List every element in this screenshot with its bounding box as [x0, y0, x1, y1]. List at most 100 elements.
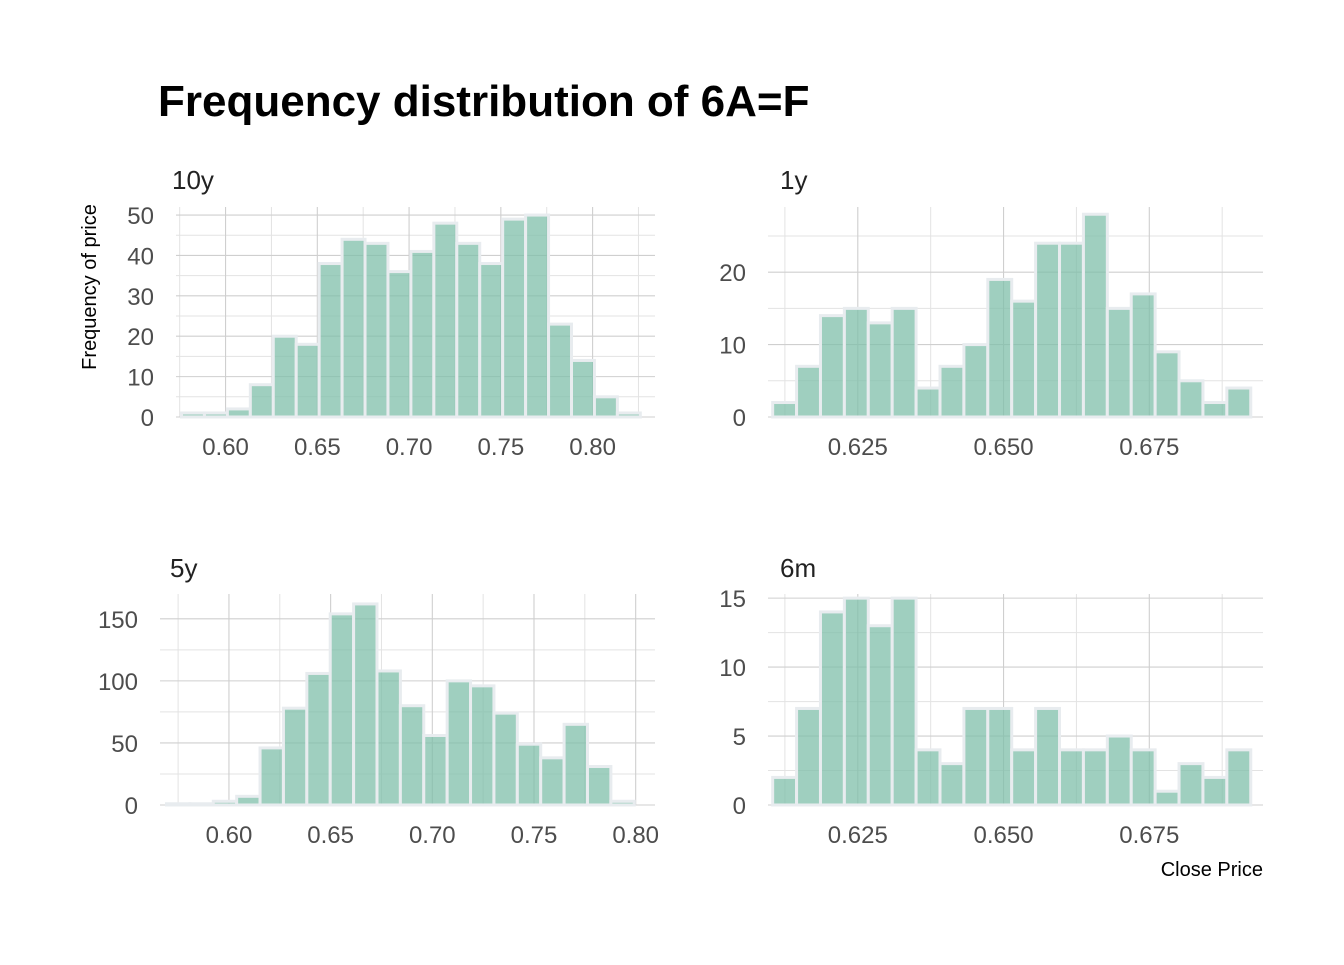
y-tick-label: 0: [733, 793, 746, 820]
panel-title: 5y: [170, 553, 197, 583]
histogram-bar: [866, 624, 894, 807]
histogram-bar: [328, 612, 356, 807]
histogram-bar: [795, 364, 822, 419]
y-tick-label: 0: [125, 793, 138, 820]
histogram-bar: [317, 262, 344, 419]
histogram-bar: [986, 277, 1014, 419]
x-tick-label: 0.675: [1119, 434, 1179, 461]
histogram-bar: [1201, 775, 1229, 807]
y-tick-label: 10: [127, 365, 154, 392]
histogram-bar: [305, 671, 332, 807]
histogram-bar: [771, 401, 799, 419]
histogram-bar: [842, 306, 870, 419]
y-tick-label: 150: [98, 607, 138, 634]
x-tick-label: 0.650: [974, 434, 1034, 461]
histogram-bar: [938, 762, 966, 807]
histogram-bar: [352, 602, 379, 807]
histogram-bar: [271, 334, 298, 419]
histogram-bar: [615, 411, 642, 419]
y-tick-label: 20: [127, 324, 154, 351]
histogram-bar: [180, 411, 206, 419]
histogram-bar: [1034, 706, 1062, 807]
x-tick-label: 0.60: [202, 434, 249, 461]
histogram-bar: [592, 395, 619, 419]
y-tick-label: 10: [719, 655, 746, 682]
histogram-bar: [1129, 292, 1157, 419]
histogram-bar: [294, 342, 321, 419]
histogram-bar: [1058, 748, 1085, 807]
histogram-bar: [1034, 241, 1062, 419]
histogram-bar: [1177, 762, 1205, 807]
panel-title: 6m: [780, 553, 816, 583]
histogram-bar: [818, 610, 846, 807]
histogram-bar: [795, 706, 822, 807]
histogram-bar: [1201, 401, 1229, 419]
y-tick-label: 50: [111, 731, 138, 758]
histogram-bar: [1153, 789, 1181, 807]
histogram-bar: [842, 596, 870, 807]
histogram-bar: [235, 794, 262, 807]
histogram-bar: [1081, 212, 1109, 419]
histogram-bar: [432, 221, 459, 419]
histogram-bar: [1058, 241, 1085, 419]
y-tick-label: 50: [127, 203, 154, 230]
x-tick-label: 0.625: [828, 822, 888, 849]
chart-title: Frequency distribution of 6A=F: [158, 77, 810, 126]
panel-10y: 0.60 0.65 0.70 0.75 0.80 0 10 20 30 40 50 10y: [127, 165, 655, 461]
x-tick-label: 0.625: [828, 434, 888, 461]
y-tick-label: 30: [127, 284, 154, 311]
histogram-bar: [445, 679, 473, 807]
x-tick-label: 0.70: [409, 822, 456, 849]
histogram-bar: [409, 249, 436, 419]
histogram-bar: [962, 343, 990, 419]
histogram-bar: [1225, 386, 1253, 419]
histogram-bar: [1225, 748, 1253, 807]
panel-title: 1y: [780, 165, 807, 195]
histogram-bar: [569, 358, 596, 419]
y-tick-label: 15: [719, 586, 746, 613]
histogram-bar: [890, 596, 918, 807]
histogram-bar: [866, 321, 894, 419]
histogram-bar: [455, 241, 482, 419]
histogram-bar: [492, 711, 519, 807]
histogram-bar: [1153, 350, 1181, 419]
y-tick-label: 0: [733, 405, 746, 432]
histogram-bar: [585, 765, 613, 807]
panel-1y: 0.625 0.650 0.675 0 10 20 1y: [719, 165, 1263, 461]
x-tick-label: 0.675: [1119, 822, 1179, 849]
histogram-bar: [539, 756, 566, 807]
panel-title: 10y: [172, 165, 214, 195]
histogram-bar: [1010, 299, 1038, 419]
histogram-bar: [771, 775, 799, 807]
y-tick-label: 0: [141, 405, 154, 432]
x-tick-label: 0.75: [477, 434, 524, 461]
histogram-bar: [1177, 379, 1205, 419]
histogram-bar: [386, 270, 413, 419]
histogram-bar: [962, 706, 990, 807]
histogram-bar: [524, 213, 551, 419]
histogram-bar: [478, 262, 505, 419]
y-axis-label: Frequency of price: [79, 204, 101, 370]
histogram-bar: [1105, 306, 1133, 419]
histogram-bar: [890, 306, 918, 419]
x-tick-label: 0.80: [612, 822, 659, 849]
histogram-bar: [1081, 748, 1109, 807]
histogram-bar: [422, 733, 449, 807]
x-axis-label: Close Price: [1161, 859, 1263, 881]
histogram-bar: [211, 799, 239, 807]
histogram-bar: [375, 669, 402, 807]
histogram-bar: [248, 383, 275, 419]
histogram-bar: [258, 746, 285, 807]
histogram-bar: [986, 706, 1014, 807]
histogram-bar: [562, 722, 589, 807]
histogram-bar: [609, 799, 636, 807]
x-tick-label: 0.650: [974, 822, 1034, 849]
histogram-bar: [225, 407, 252, 419]
histogram-bar: [938, 364, 966, 419]
x-tick-label: 0.65: [294, 434, 341, 461]
histogram-bar: [914, 386, 942, 419]
x-tick-label: 0.65: [307, 822, 354, 849]
y-tick-label: 10: [719, 333, 746, 360]
x-tick-label: 0.60: [206, 822, 253, 849]
